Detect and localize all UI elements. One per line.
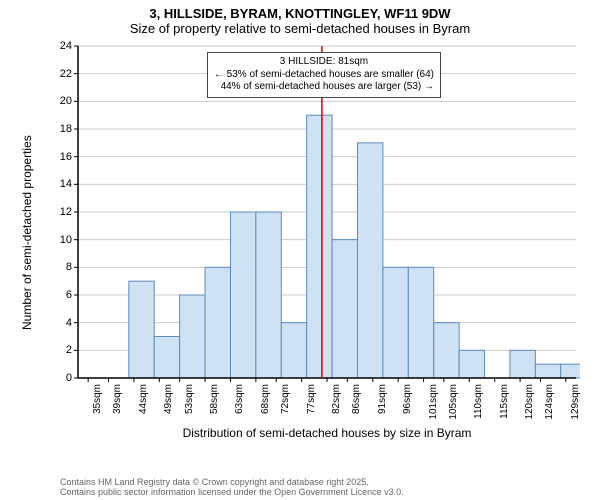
y-tick-label: 10 xyxy=(60,234,72,246)
x-tick-label: 68sqm xyxy=(260,384,271,414)
x-tick-label: 129sqm xyxy=(570,384,581,420)
info-box: 3 HILLSIDE: 81sqm← 53% of semi-detached … xyxy=(207,52,441,98)
y-tick-label: 8 xyxy=(66,261,72,273)
histogram-bar xyxy=(535,364,560,378)
x-tick-label: 115sqm xyxy=(499,384,510,419)
histogram-bar xyxy=(256,212,281,378)
info-line3: 44% of semi-detached houses are larger (… xyxy=(214,81,434,94)
chart-title-line1: 3, HILLSIDE, BYRAM, KNOTTINGLEY, WF11 9D… xyxy=(0,0,600,21)
x-tick-label: 39sqm xyxy=(112,384,123,414)
y-tick-label: 22 xyxy=(60,68,72,80)
x-tick-label: 53sqm xyxy=(184,384,195,414)
histogram-bar xyxy=(307,115,332,378)
info-line2: ← 53% of semi-detached houses are smalle… xyxy=(214,69,434,82)
y-tick-label: 4 xyxy=(66,317,72,329)
y-tick-label: 24 xyxy=(60,40,72,52)
histogram-bar xyxy=(281,323,306,378)
chart-title-line2: Size of property relative to semi-detach… xyxy=(0,21,600,36)
y-tick-label: 6 xyxy=(66,289,72,301)
x-tick-label: 77sqm xyxy=(306,384,317,414)
histogram-bar xyxy=(561,364,580,378)
y-tick-label: 2 xyxy=(66,344,72,356)
histogram-bar xyxy=(230,212,255,378)
chart-area: 02468101214161820222435sqm39sqm44sqm49sq… xyxy=(60,40,580,440)
y-tick-label: 12 xyxy=(60,206,72,218)
histogram-bar xyxy=(459,350,484,378)
footer-attribution: Contains HM Land Registry data © Crown c… xyxy=(60,478,404,498)
footer-line2: Contains public sector information licen… xyxy=(60,488,404,498)
x-tick-label: 96sqm xyxy=(402,384,413,414)
y-tick-label: 14 xyxy=(60,178,72,190)
x-tick-label: 35sqm xyxy=(92,384,103,414)
histogram-bar xyxy=(129,281,154,378)
info-line1: 3 HILLSIDE: 81sqm xyxy=(214,56,434,69)
x-tick-label: 58sqm xyxy=(209,384,220,414)
x-tick-label: 110sqm xyxy=(473,384,484,419)
x-tick-label: 120sqm xyxy=(524,384,535,420)
x-tick-label: 105sqm xyxy=(448,384,459,420)
x-tick-label: 86sqm xyxy=(351,384,362,414)
histogram-bar xyxy=(408,267,433,378)
histogram-bar xyxy=(357,143,382,378)
x-tick-label: 44sqm xyxy=(138,384,149,414)
x-tick-label: 72sqm xyxy=(280,384,291,414)
x-tick-label: 63sqm xyxy=(234,384,245,414)
y-tick-label: 0 xyxy=(66,372,72,384)
y-tick-label: 20 xyxy=(60,95,72,107)
histogram-bar xyxy=(434,323,459,378)
y-tick-label: 18 xyxy=(60,123,72,135)
histogram-bar xyxy=(205,267,230,378)
histogram-bar xyxy=(510,350,535,378)
histogram-bar xyxy=(180,295,205,378)
x-tick-label: 91sqm xyxy=(377,384,388,414)
histogram-bar xyxy=(332,240,357,378)
y-tick-label: 16 xyxy=(60,151,72,163)
x-axis-label: Distribution of semi-detached houses by … xyxy=(78,426,576,440)
histogram-bar xyxy=(154,337,179,379)
histogram-plot xyxy=(60,40,580,440)
x-tick-label: 101sqm xyxy=(428,384,439,420)
x-tick-label: 82sqm xyxy=(331,384,342,414)
x-tick-label: 49sqm xyxy=(163,384,174,414)
x-tick-label: 124sqm xyxy=(544,384,555,420)
histogram-bar xyxy=(383,267,408,378)
y-axis-label: Number of semi-detached properties xyxy=(20,135,34,330)
